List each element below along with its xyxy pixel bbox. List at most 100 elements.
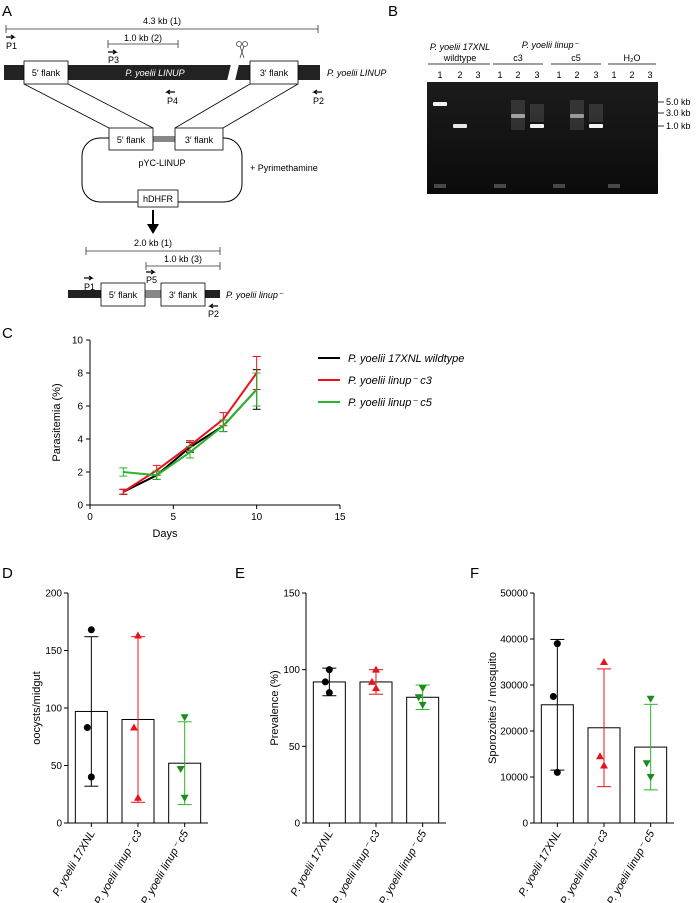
gel-primer-dimer bbox=[434, 184, 446, 188]
category-label: P. yoelii linup⁻ c5 bbox=[377, 828, 430, 903]
primer-p2-label: P2 bbox=[313, 96, 324, 106]
gel-lane-5: 2 bbox=[515, 70, 520, 80]
ko-3-flank-label: 3′ flank bbox=[169, 290, 198, 300]
legend-label-wt: P. yoelii 17XNL wildtype bbox=[348, 353, 464, 365]
oocyst-chart: 0 50 100 150 200 oocysts/midgut P. yoelii 17XN… bbox=[31, 589, 208, 903]
plasmid-5-flank-label: 5′ flank bbox=[117, 135, 146, 145]
data-point bbox=[176, 765, 185, 773]
gel-bands bbox=[433, 100, 620, 188]
x-tick-label: 5 bbox=[171, 512, 177, 523]
panel-f-label: F bbox=[470, 565, 479, 582]
ko-5-flank-box bbox=[100, 282, 146, 307]
hdhfr-label: hDHFR bbox=[143, 194, 174, 204]
y-tick-label: 0 bbox=[294, 819, 300, 830]
gel-band bbox=[433, 102, 447, 106]
category-label: P. yoelii 17XNL bbox=[289, 829, 336, 899]
wt-amplicon-2-size: 1.0 kb (2) bbox=[124, 33, 162, 43]
bar bbox=[312, 681, 346, 824]
x-axis-label: Days bbox=[152, 528, 178, 540]
data-point bbox=[321, 678, 329, 686]
y-tick-label: 30000 bbox=[500, 681, 528, 692]
ladder-3kb: 3.0 kb bbox=[666, 108, 691, 118]
gel-lane-7: 1 bbox=[556, 70, 561, 80]
scissors-icon bbox=[236, 41, 248, 59]
y-axis-label: Prevalence (%) bbox=[269, 670, 281, 745]
panel-d-label: D bbox=[2, 565, 13, 582]
data-point bbox=[130, 723, 138, 731]
ko-primer-p2-arrow-icon bbox=[208, 303, 218, 309]
y-tick-label: 50 bbox=[51, 761, 63, 772]
primer-p5-arrow-icon bbox=[146, 269, 156, 275]
data-point bbox=[83, 724, 91, 732]
data-point bbox=[368, 677, 376, 685]
gel-smear bbox=[570, 100, 584, 130]
y-tick-label: 4 bbox=[77, 435, 83, 446]
y-tick-label: 10 bbox=[72, 336, 84, 347]
plasmid-5-flank-box bbox=[108, 127, 154, 151]
category-label: P. yoelii 17XNL bbox=[517, 829, 564, 899]
gel-group-c5-label: c5 bbox=[571, 53, 581, 63]
data-point bbox=[134, 793, 142, 801]
gel-primer-dimer bbox=[608, 184, 620, 188]
data-point bbox=[372, 684, 380, 692]
gel-lane-10: 1 bbox=[611, 70, 616, 80]
y-tick-label: 40000 bbox=[500, 635, 528, 646]
category-label: P. yoelii linup⁻ c5 bbox=[139, 828, 192, 903]
y-tick-label: 2 bbox=[77, 468, 83, 479]
primer-p5-label: P5 bbox=[146, 275, 157, 285]
gel-lane-12: 3 bbox=[647, 70, 652, 80]
y-axis-label: oocysts/midgut bbox=[31, 671, 43, 744]
data-point bbox=[553, 768, 561, 776]
data-point bbox=[600, 761, 608, 769]
gel-band bbox=[589, 124, 603, 128]
y-tick-label: 10000 bbox=[500, 773, 528, 784]
primer-p4-arrow-icon bbox=[165, 89, 175, 95]
data-point bbox=[646, 774, 655, 781]
hdhfr-box bbox=[137, 189, 179, 208]
gel-primer-dimer bbox=[553, 184, 565, 188]
gel-lane-8: 2 bbox=[574, 70, 579, 80]
ko-primer-p2-label: P2 bbox=[208, 309, 219, 319]
gel-smear bbox=[530, 104, 544, 122]
wt-3-flank-box bbox=[249, 60, 299, 85]
ladder-1kb: 1.0 kb bbox=[666, 121, 691, 131]
data-point bbox=[646, 695, 655, 703]
y-tick-label: 100 bbox=[283, 665, 300, 676]
data-point bbox=[325, 689, 333, 697]
ladder-5kb: 5.0 kb bbox=[666, 97, 691, 107]
locus-break bbox=[226, 60, 240, 85]
primer-p1-label: P1 bbox=[6, 41, 17, 51]
data-point bbox=[325, 666, 333, 674]
primer-p1-arrow-icon bbox=[6, 34, 16, 40]
wt-locus-bar bbox=[4, 65, 320, 80]
gel-group-ko-title: P. yoelii linup⁻ bbox=[522, 40, 580, 50]
category-label: P. yoelii 17XNL bbox=[51, 829, 98, 899]
y-axis-label: Sporozoites / mosquito bbox=[487, 652, 499, 764]
gel-lane-2: 2 bbox=[457, 70, 462, 80]
data-point bbox=[418, 685, 427, 693]
data-point bbox=[180, 714, 189, 722]
category-label: P. yoelii linup⁻ c3 bbox=[558, 828, 611, 903]
data-point bbox=[134, 631, 142, 639]
bar bbox=[359, 681, 393, 824]
category-label: P. yoelii linup⁻ c3 bbox=[330, 828, 383, 903]
gel-lane-3: 3 bbox=[475, 70, 480, 80]
gel-lane-1: 1 bbox=[437, 70, 442, 80]
x-tick-label: 0 bbox=[87, 512, 93, 523]
gel-band bbox=[530, 124, 544, 128]
ko-5-flank-label: 5′ flank bbox=[109, 290, 138, 300]
gel-lane-labels: 1 2 3 1 2 3 1 2 3 1 2 3 bbox=[437, 70, 652, 80]
plasmid-label: pYC-LINUP bbox=[138, 158, 185, 168]
ko-primer-p1-label: P1 bbox=[84, 282, 95, 292]
gel-group-wt-title: P. yoelii 17XNL bbox=[430, 42, 490, 52]
panel-e: E 0 50 100 150 Prevalence (%) P. yoelii 17XNL… bbox=[235, 565, 446, 903]
bar bbox=[406, 696, 440, 824]
gel-group-c3-label: c3 bbox=[513, 53, 523, 63]
y-tick-label: 0 bbox=[522, 819, 528, 830]
legend-label-c5: P. yoelii linup⁻ c5 bbox=[348, 397, 433, 409]
y-tick-label: 0 bbox=[56, 819, 62, 830]
parasitemia-chart: 0 2 4 6 8 10 0 5 10 15 Days Parasitemia (%) P. yoeli… bbox=[51, 336, 464, 541]
wt-amplicon-1-size: 4.3 kb (1) bbox=[143, 16, 181, 26]
